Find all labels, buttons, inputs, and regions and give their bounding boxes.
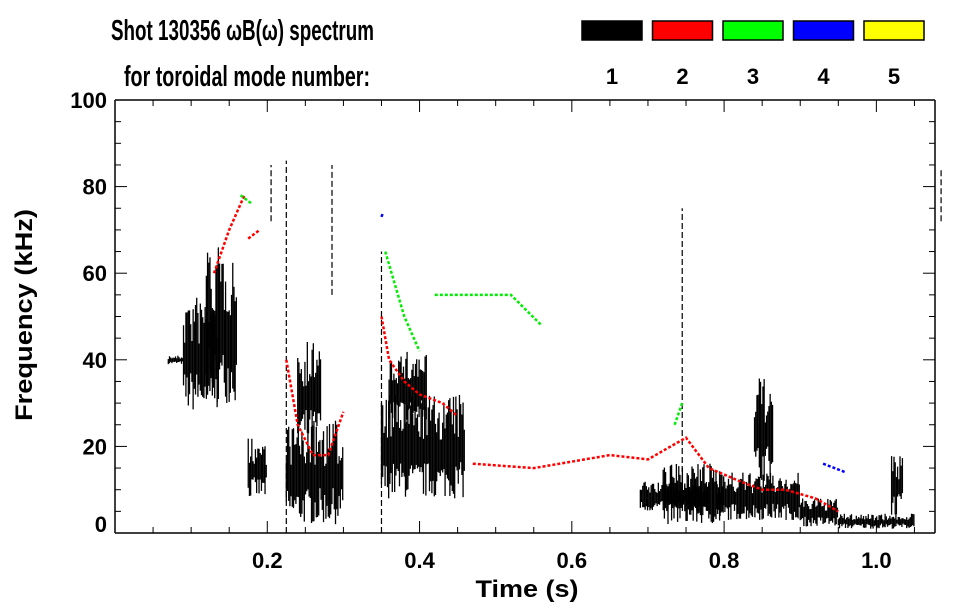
y-tick-label: 20 bbox=[83, 434, 107, 459]
x-tick-label: 0.8 bbox=[709, 548, 740, 573]
mode4-track bbox=[380, 212, 385, 218]
x-tick-label: 1.0 bbox=[861, 548, 892, 573]
y-axis-label: Frequency (kHz) bbox=[11, 209, 38, 421]
mode2-track bbox=[212, 194, 246, 274]
legend-swatch-mode-2 bbox=[651, 20, 714, 41]
legend-label-mode-5: 5 bbox=[888, 64, 900, 89]
legend-swatch-mode-4 bbox=[792, 20, 855, 41]
mode2-track bbox=[285, 359, 345, 457]
mode3-track bbox=[673, 402, 684, 426]
mode2-track bbox=[247, 228, 261, 240]
axes: 0.2 0.4 0.6 0.8 1.0 0 20 40 60 80 100 bbox=[70, 88, 936, 573]
legend-swatch-mode-1 bbox=[581, 20, 643, 41]
legend-label-mode-4: 4 bbox=[817, 64, 830, 89]
y-tick-label: 60 bbox=[83, 261, 107, 286]
mode3-track bbox=[239, 194, 253, 205]
mode4-track bbox=[822, 462, 847, 474]
legend-label-mode-3: 3 bbox=[747, 64, 759, 89]
legend-swatch-mode-5 bbox=[863, 20, 925, 41]
mode2-track bbox=[472, 436, 839, 513]
legend-label-mode-2: 2 bbox=[676, 64, 688, 89]
y-tick-label: 80 bbox=[83, 175, 107, 200]
mode2-track bbox=[380, 316, 459, 418]
y-tick-label: 40 bbox=[83, 348, 107, 373]
mode3-track bbox=[434, 293, 543, 327]
x-tick-label: 0.2 bbox=[252, 548, 283, 573]
spectrogram-marks bbox=[167, 160, 942, 533]
legend-swatch-mode-3 bbox=[722, 20, 784, 41]
legend-label-mode-1: 1 bbox=[606, 64, 618, 89]
chart-title: Shot 130356 ωB(ω) spectrum bbox=[111, 15, 374, 47]
y-tick-label: 100 bbox=[70, 88, 107, 113]
legend: 1 2 3 4 5 bbox=[581, 20, 925, 89]
x-axis-label: Time (s) bbox=[476, 576, 579, 603]
mode3-track bbox=[384, 251, 421, 352]
chart-subtitle: for toroidal mode number: bbox=[124, 61, 370, 93]
y-tick-label: 0 bbox=[95, 512, 107, 537]
x-tick-label: 0.6 bbox=[557, 548, 588, 573]
x-tick-label: 0.4 bbox=[404, 548, 435, 573]
